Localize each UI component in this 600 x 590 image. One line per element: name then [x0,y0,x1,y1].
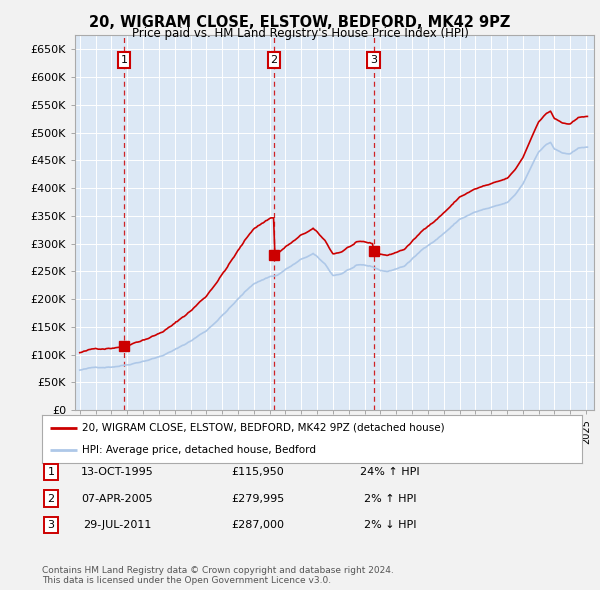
Text: 3: 3 [47,520,55,530]
Text: 1: 1 [121,55,127,65]
Text: Price paid vs. HM Land Registry's House Price Index (HPI): Price paid vs. HM Land Registry's House … [131,27,469,40]
Text: 13-OCT-1995: 13-OCT-1995 [80,467,154,477]
Text: 2: 2 [271,55,277,65]
Text: 20, WIGRAM CLOSE, ELSTOW, BEDFORD, MK42 9PZ (detached house): 20, WIGRAM CLOSE, ELSTOW, BEDFORD, MK42 … [83,423,445,433]
Text: 2% ↑ HPI: 2% ↑ HPI [364,494,416,503]
Text: £287,000: £287,000 [232,520,284,530]
Text: 2% ↓ HPI: 2% ↓ HPI [364,520,416,530]
Text: £279,995: £279,995 [232,494,284,503]
Text: 24% ↑ HPI: 24% ↑ HPI [360,467,420,477]
Text: 29-JUL-2011: 29-JUL-2011 [83,520,151,530]
Text: 07-APR-2005: 07-APR-2005 [81,494,153,503]
Text: Contains HM Land Registry data © Crown copyright and database right 2024.
This d: Contains HM Land Registry data © Crown c… [42,566,394,585]
Text: 2: 2 [47,494,55,503]
Text: 3: 3 [370,55,377,65]
Text: 20, WIGRAM CLOSE, ELSTOW, BEDFORD, MK42 9PZ: 20, WIGRAM CLOSE, ELSTOW, BEDFORD, MK42 … [89,15,511,30]
Text: £115,950: £115,950 [232,467,284,477]
Text: HPI: Average price, detached house, Bedford: HPI: Average price, detached house, Bedf… [83,445,317,455]
Text: 1: 1 [47,467,55,477]
